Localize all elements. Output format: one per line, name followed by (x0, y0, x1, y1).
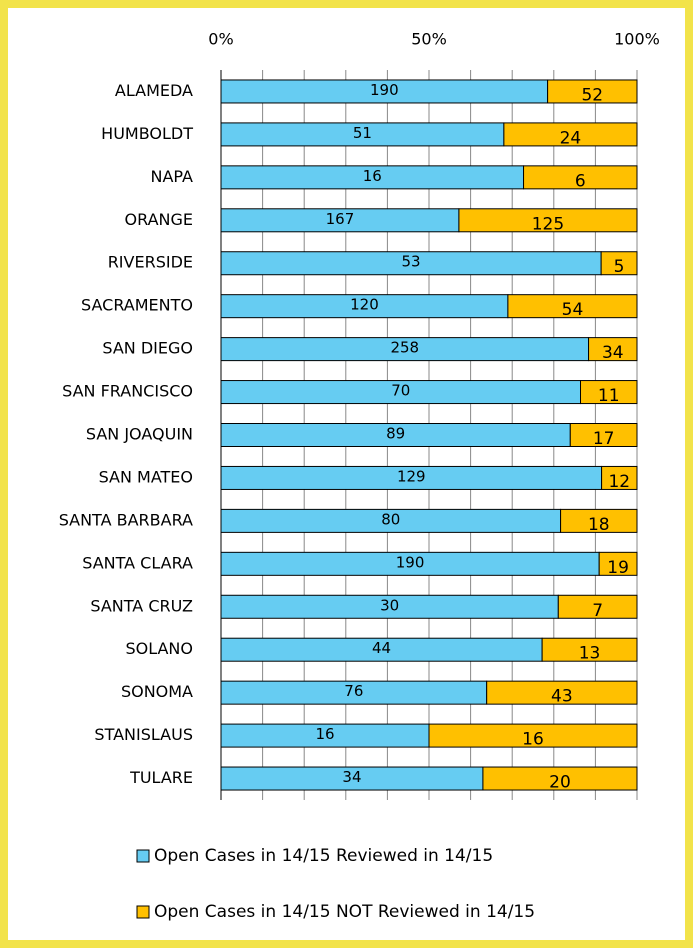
data-label: 6 (575, 171, 586, 191)
x-tick-label: 50% (411, 30, 447, 49)
data-label: 30 (380, 596, 399, 614)
data-label: 125 (532, 214, 564, 234)
y-tick-label: STANISLAUS (94, 725, 193, 744)
y-tick-label: HUMBOLDT (101, 124, 193, 143)
data-label: 5 (614, 257, 625, 277)
bar-segment (580, 380, 638, 405)
y-tick-label: RIVERSIDE (108, 253, 193, 272)
bar-segment (598, 551, 638, 576)
y-tick-label: SAN DIEGO (102, 339, 193, 358)
y-tick-label: SACRAMENTO (81, 296, 193, 315)
bar-segment (600, 251, 638, 276)
y-tick-label: SANTA CLARA (82, 553, 193, 572)
x-tick-label: 0% (208, 30, 233, 49)
bar-segment (601, 465, 638, 490)
data-label: 53 (402, 253, 421, 271)
y-tick-label: SOLANO (125, 639, 193, 658)
y-tick-label: ORANGE (125, 210, 193, 229)
data-label: 18 (588, 515, 610, 535)
y-tick-label: SANTA BARBARA (59, 510, 193, 529)
data-label: 17 (593, 429, 615, 449)
bar-segment (523, 165, 638, 190)
data-label: 258 (390, 339, 419, 357)
legend-swatch (136, 849, 150, 863)
data-label: 129 (397, 467, 426, 485)
data-label: 190 (370, 81, 399, 99)
bar-segment (547, 79, 638, 104)
bar-segment (428, 723, 638, 748)
data-label: 16 (315, 725, 334, 743)
data-label: 89 (386, 425, 405, 443)
y-tick-label: SAN JOAQUIN (86, 425, 193, 444)
y-tick-label: SAN FRANCISCO (62, 382, 193, 401)
y-tick-label: SANTA CRUZ (90, 596, 193, 615)
x-tick-label: 100% (614, 30, 660, 49)
legend-label: Open Cases in 14/15 NOT Reviewed in 14/1… (154, 902, 535, 922)
data-label: 7 (592, 601, 603, 621)
data-label: 19 (607, 558, 629, 578)
data-label: 76 (344, 682, 363, 700)
bar-segment (569, 423, 638, 447)
y-tick-label: SAN MATEO (99, 467, 193, 486)
data-label: 80 (381, 510, 400, 528)
bar-segment (507, 294, 638, 319)
bar-segment (458, 208, 638, 233)
data-label: 51 (353, 124, 372, 142)
bar-segment (482, 766, 638, 791)
y-tick-label: SONOMA (121, 682, 193, 701)
bar-segment (560, 508, 638, 533)
data-label: 34 (602, 343, 624, 363)
legend-label: Open Cases in 14/15 Reviewed in 14/15 (154, 846, 493, 866)
data-label: 52 (581, 85, 603, 105)
y-tick-label: TULARE (129, 768, 193, 787)
data-label: 54 (562, 300, 584, 320)
data-label: 167 (326, 210, 355, 228)
data-label: 43 (551, 687, 573, 707)
data-label: 16 (363, 167, 382, 185)
data-label: 24 (560, 128, 582, 148)
bar-segment (557, 594, 638, 619)
y-tick-label: ALAMEDA (115, 81, 193, 100)
data-label: 34 (342, 768, 361, 786)
data-label: 20 (549, 773, 571, 793)
legend-swatch (136, 905, 150, 919)
data-label: 13 (579, 644, 601, 664)
data-label: 120 (350, 296, 379, 314)
bar-segment (486, 680, 638, 705)
data-label: 16 (522, 730, 544, 750)
bar-segment (588, 337, 638, 362)
bar-segment (541, 637, 638, 662)
data-label: 70 (391, 382, 410, 400)
y-tick-label: NAPA (151, 167, 194, 186)
data-label: 11 (598, 386, 620, 406)
data-label: 190 (396, 553, 425, 571)
data-label: 12 (608, 472, 630, 492)
data-label: 44 (372, 639, 391, 657)
bar-segment (503, 122, 638, 147)
